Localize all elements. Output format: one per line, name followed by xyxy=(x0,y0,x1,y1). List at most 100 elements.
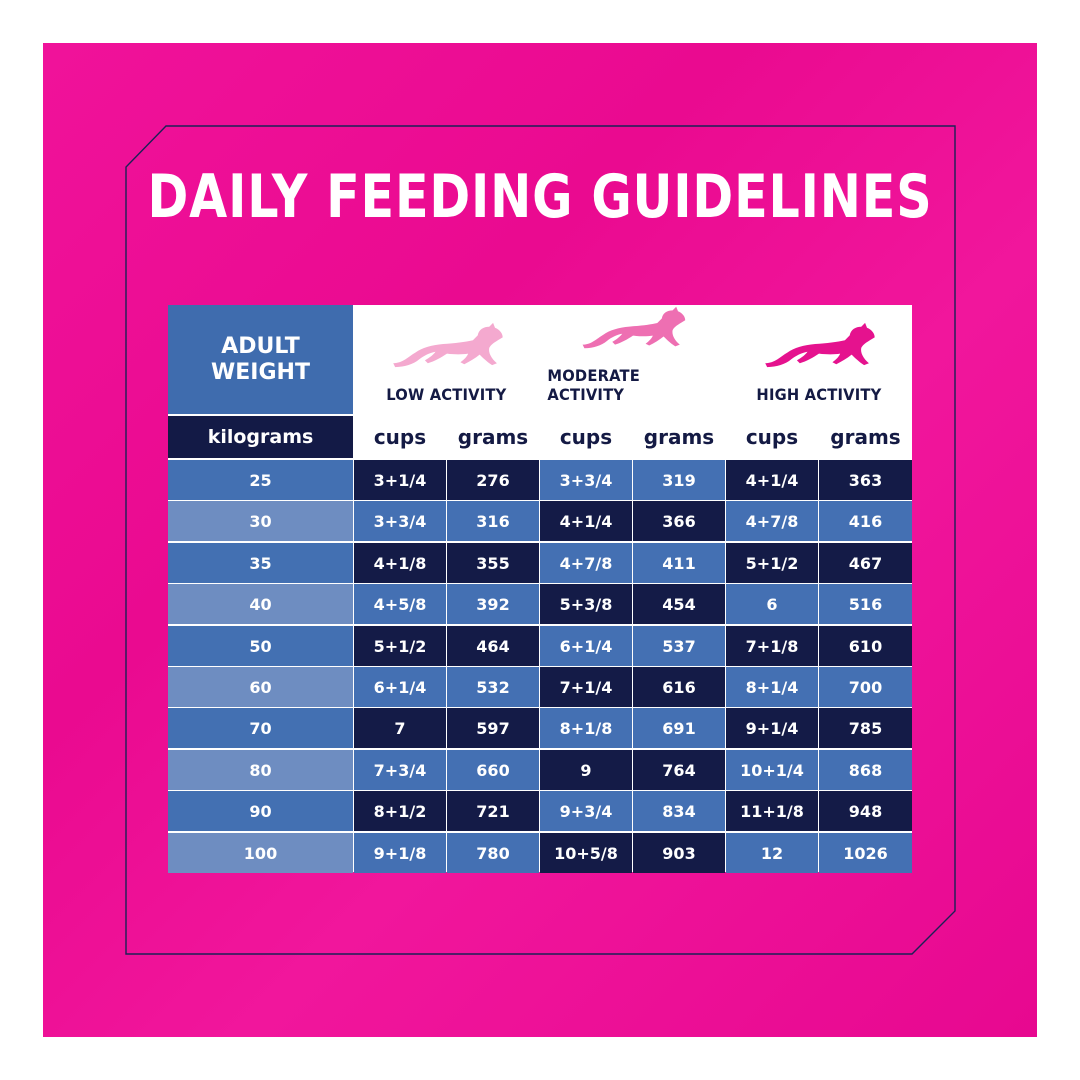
weight-value: 40 xyxy=(249,594,272,614)
cell-value: 10+1/4 xyxy=(740,760,804,780)
unit-header-grams: grams xyxy=(447,416,539,458)
cell-value: 3+3/4 xyxy=(559,470,613,490)
table-cell: 276 xyxy=(447,460,539,500)
cell-value: 4+1/4 xyxy=(559,511,613,531)
cell-value: 785 xyxy=(848,718,883,738)
weight-cell: 40 xyxy=(168,584,353,624)
unit-header-label: grams xyxy=(457,425,529,449)
table-cell: 8+1/8 xyxy=(540,708,632,748)
table-cell: 416 xyxy=(819,501,912,541)
weight-cell: 80 xyxy=(168,750,353,790)
running-dog-icon xyxy=(582,306,685,349)
table-cell: 660 xyxy=(447,750,539,790)
cell-value: 700 xyxy=(848,677,883,697)
cell-value: 691 xyxy=(662,718,696,738)
cell-value: 780 xyxy=(476,843,510,863)
cell-value: 8+1/2 xyxy=(373,801,427,821)
table-cell: 6+1/4 xyxy=(540,626,632,666)
cell-value: 3+1/4 xyxy=(373,470,427,490)
unit-header-cups: cups xyxy=(354,416,446,458)
table-cell: 3+1/4 xyxy=(354,460,446,500)
table-cell: 4+1/4 xyxy=(540,501,632,541)
cell-value: 721 xyxy=(476,801,510,821)
table-cell: 8+1/4 xyxy=(726,667,818,707)
table-cell: 948 xyxy=(819,791,912,831)
activity-label: HIGH ACTIVITY xyxy=(756,385,882,404)
weight-cell: 50 xyxy=(168,626,353,666)
cell-value: 8+1/8 xyxy=(559,718,613,738)
table-cell: 12 xyxy=(726,833,818,873)
table-cell: 9 xyxy=(540,750,632,790)
activity-label: MODERATE ACTIVITY xyxy=(547,366,640,404)
adult-weight-header-line-2: WEIGHT xyxy=(211,359,310,385)
cell-value: 4+1/8 xyxy=(373,553,427,573)
table-cell: 4+7/8 xyxy=(540,543,632,583)
cell-value: 319 xyxy=(662,470,696,490)
cell-value: 764 xyxy=(662,760,696,780)
cell-value: 7+3/4 xyxy=(373,760,427,780)
running-dog-icon xyxy=(392,322,503,368)
table-cell: 3+3/4 xyxy=(540,460,632,500)
weight-cell: 60 xyxy=(168,667,353,707)
weight-cell: 70 xyxy=(168,708,353,748)
table-cell: 11+1/8 xyxy=(726,791,818,831)
unit-header-grams: grams xyxy=(633,416,725,458)
cell-value: 355 xyxy=(476,553,510,573)
cell-value: 1026 xyxy=(843,843,888,863)
table-cell: 4+1/4 xyxy=(726,460,818,500)
table-cell: 411 xyxy=(633,543,725,583)
table-cell: 7 xyxy=(354,708,446,748)
cell-value: 8+1/4 xyxy=(745,677,799,697)
weight-cell: 100 xyxy=(168,833,353,873)
table-cell: 316 xyxy=(447,501,539,541)
adult-weight-header-line-1: ADULT xyxy=(221,333,300,359)
table-cell: 3+3/4 xyxy=(354,501,446,541)
cell-value: 532 xyxy=(476,677,510,697)
cell-value: 316 xyxy=(476,511,510,531)
table-cell: 4+7/8 xyxy=(726,501,818,541)
cell-value: 4+7/8 xyxy=(745,511,799,531)
table-cell: 834 xyxy=(633,791,725,831)
cell-value: 454 xyxy=(662,594,696,614)
unit-header-grams: grams xyxy=(819,416,912,458)
cell-value: 411 xyxy=(662,553,696,573)
table-cell: 366 xyxy=(633,501,725,541)
table-cell: 903 xyxy=(633,833,725,873)
cell-value: 392 xyxy=(476,594,510,614)
unit-header-label: cups xyxy=(745,425,799,449)
table-cell: 8+1/2 xyxy=(354,791,446,831)
cell-value: 4+7/8 xyxy=(559,553,613,573)
cell-value: 7+1/8 xyxy=(745,636,799,656)
table-cell: 721 xyxy=(447,791,539,831)
cell-value: 5+3/8 xyxy=(559,594,613,614)
feeding-table: ADULT WEIGHT LOW ACTIVITY MODERATE ACTIVITY… xyxy=(168,305,912,873)
table-cell: 6+1/4 xyxy=(354,667,446,707)
weight-value: 25 xyxy=(249,470,272,490)
cell-value: 366 xyxy=(662,511,696,531)
unit-header-cups: cups xyxy=(726,416,818,458)
table-cell: 5+3/8 xyxy=(540,584,632,624)
table-cell: 7+1/4 xyxy=(540,667,632,707)
table-cell: 1026 xyxy=(819,833,912,873)
table-cell: 610 xyxy=(819,626,912,666)
cell-value: 948 xyxy=(848,801,883,821)
table-cell: 5+1/2 xyxy=(726,543,818,583)
table-cell: 363 xyxy=(819,460,912,500)
table-cell: 10+1/4 xyxy=(726,750,818,790)
table-cell: 392 xyxy=(447,584,539,624)
unit-header-label: grams xyxy=(643,425,715,449)
cell-value: 903 xyxy=(662,843,696,863)
table-cell: 532 xyxy=(447,667,539,707)
table-cell: 454 xyxy=(633,584,725,624)
table-cell: 764 xyxy=(633,750,725,790)
unit-header-cups: cups xyxy=(540,416,632,458)
table-cell: 785 xyxy=(819,708,912,748)
table-cell: 10+5/8 xyxy=(540,833,632,873)
cell-value: 4+5/8 xyxy=(373,594,427,614)
cell-value: 610 xyxy=(848,636,883,656)
weight-unit-header: kilograms xyxy=(168,416,353,458)
weight-value: 70 xyxy=(249,718,272,738)
weight-value: 50 xyxy=(249,636,272,656)
